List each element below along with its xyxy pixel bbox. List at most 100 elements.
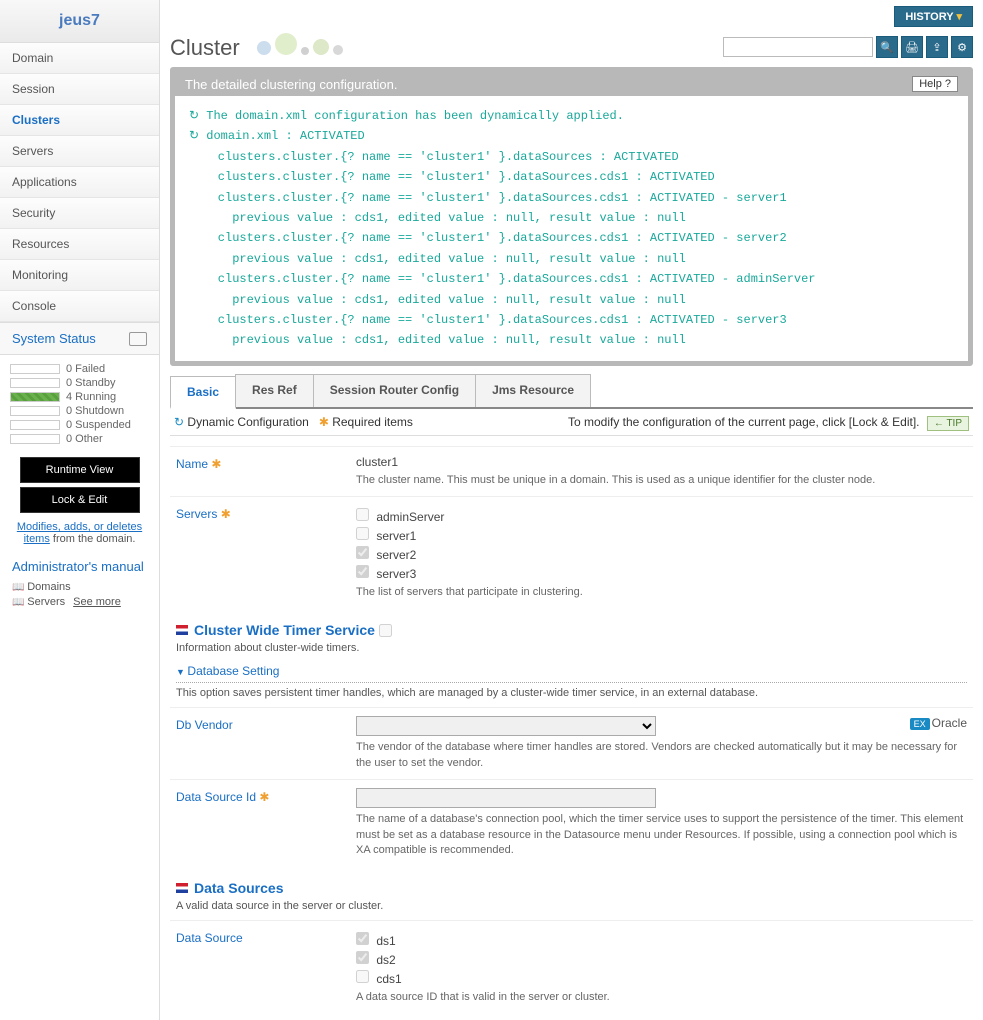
ds-checkbox-cds1[interactable]	[356, 970, 369, 983]
status-running: 4 Running	[10, 391, 149, 403]
config-tip: To modify the configuration of the curre…	[568, 415, 969, 429]
datasources-desc: A valid data source in the server or clu…	[176, 900, 967, 912]
log-box: ↻ The domain.xml configuration has been …	[175, 96, 968, 361]
ds-desc: A data source ID that is valid in the se…	[356, 990, 967, 1005]
monitor-icon[interactable]	[129, 332, 147, 346]
top-bar: HISTORY	[170, 6, 973, 27]
main-content: HISTORY Cluster 🔍 🖨 ⇪ ⚙ The detailed clu…	[160, 0, 983, 1020]
dynamic-label: Dynamic Configuration	[187, 415, 308, 429]
dsid-label: Data Source Id ✱	[176, 788, 356, 858]
nav-clusters[interactable]: Clusters	[0, 105, 159, 136]
tab-jms-resource[interactable]: Jms Resource	[475, 374, 591, 407]
system-status-title: System Status	[12, 331, 96, 346]
timer-section-header: Cluster Wide Timer Service	[176, 622, 967, 638]
dsid-desc: The name of a database's connection pool…	[356, 812, 967, 858]
logo: jeus7	[0, 0, 159, 43]
log-line: ↻ The domain.xml configuration has been …	[189, 106, 954, 126]
log-line: previous value : cds1, edited value : nu…	[189, 290, 954, 310]
manual-item-domains[interactable]: Domains	[12, 581, 147, 593]
tip-badge: ← TIP	[927, 416, 969, 431]
datasources-title: Data Sources	[194, 880, 283, 896]
db-vendor-select[interactable]	[356, 716, 656, 736]
manual-item-servers[interactable]: Servers	[12, 596, 65, 608]
nav-applications[interactable]: Applications	[0, 167, 159, 198]
server-option-server1: server1	[356, 527, 967, 543]
db-vendor-label: Db Vendor	[176, 716, 356, 771]
datasource-label: Data Source	[176, 929, 356, 1005]
log-line: clusters.cluster.{? name == 'cluster1' }…	[189, 228, 954, 248]
sidebar: jeus7 DomainSessionClustersServersApplic…	[0, 0, 160, 1020]
server-checkbox-server3[interactable]	[356, 565, 369, 578]
required-label: Required items	[332, 415, 413, 429]
see-more-link[interactable]: See more	[73, 596, 121, 608]
manual-title: Administrator's manual	[0, 549, 159, 578]
timer-title: Cluster Wide Timer Service	[194, 622, 375, 638]
timer-checkbox[interactable]	[379, 624, 392, 637]
nav-monitoring[interactable]: Monitoring	[0, 260, 159, 291]
help-button[interactable]: Help ?	[912, 76, 958, 92]
ds-option-ds1: ds1	[356, 932, 967, 948]
tab-basic[interactable]: Basic	[170, 376, 236, 409]
export-icon[interactable]: ⇪	[926, 36, 948, 58]
tab-session-router-config[interactable]: Session Router Config	[313, 374, 476, 407]
datasource-options: ds1 ds2 cds1 A data source ID that is val…	[356, 929, 967, 1005]
manual-servers-row: Servers See more	[12, 596, 147, 608]
decorative-circles	[255, 33, 345, 58]
db-setting-header[interactable]: Database Setting	[176, 664, 967, 683]
config-bar: ↻ Dynamic Configuration ✱ Required items…	[170, 409, 973, 436]
server-checkbox-server1[interactable]	[356, 527, 369, 540]
log-line: clusters.cluster.{? name == 'cluster1' }…	[189, 310, 954, 330]
server-option-adminServer: adminServer	[356, 508, 967, 524]
print-icon[interactable]: 🖨	[901, 36, 923, 58]
db-vendor-desc: The vendor of the database where timer h…	[356, 740, 967, 771]
nav-servers[interactable]: Servers	[0, 136, 159, 167]
nav-console[interactable]: Console	[0, 291, 159, 322]
search-row: 🔍 🖨 ⇪ ⚙	[723, 36, 973, 58]
server-checkbox-adminServer[interactable]	[356, 508, 369, 521]
manual-list: Domains Servers See more	[0, 581, 159, 621]
nav-domain[interactable]: Domain	[0, 43, 159, 74]
search-input[interactable]	[723, 37, 873, 57]
server-option-server3: server3	[356, 565, 967, 581]
page-title: Cluster	[170, 35, 240, 60]
tabs: BasicRes RefSession Router ConfigJms Res…	[170, 374, 973, 409]
edit-note-rest: from the domain.	[50, 533, 136, 545]
log-line: clusters.cluster.{? name == 'cluster1' }…	[189, 269, 954, 289]
ds-checkbox-ds1[interactable]	[356, 932, 369, 945]
tab-res-ref[interactable]: Res Ref	[235, 374, 314, 407]
nav-session[interactable]: Session	[0, 74, 159, 105]
edit-note: Modifies, adds, or deletes items from th…	[0, 517, 159, 549]
dsid-input[interactable]	[356, 788, 656, 808]
name-label: Name ✱	[176, 455, 356, 488]
log-line: clusters.cluster.{? name == 'cluster1' }…	[189, 167, 954, 187]
lock-edit-button[interactable]: Lock & Edit	[20, 487, 140, 513]
servers-desc: The list of servers that participate in …	[356, 585, 967, 600]
flag-icon	[176, 625, 188, 635]
settings-icon[interactable]: ⚙	[951, 36, 973, 58]
log-line: clusters.cluster.{? name == 'cluster1' }…	[189, 147, 954, 167]
nav-security[interactable]: Security	[0, 198, 159, 229]
log-line: clusters.cluster.{? name == 'cluster1' }…	[189, 188, 954, 208]
title-group: Cluster	[170, 33, 345, 61]
flag-icon-2	[176, 883, 188, 893]
status-shutdown: 0 Shutdown	[10, 405, 149, 417]
basic-form: Name ✱ cluster1 The cluster name. This m…	[170, 446, 973, 609]
log-line: previous value : cds1, edited value : nu…	[189, 249, 954, 269]
search-icon[interactable]: 🔍	[876, 36, 898, 58]
ds-option-ds2: ds2	[356, 951, 967, 967]
status-other: 0 Other	[10, 433, 149, 445]
runtime-view-button[interactable]: Runtime View	[20, 457, 140, 483]
name-value: cluster1	[356, 455, 967, 469]
tip-text: To modify the configuration of the curre…	[568, 415, 920, 429]
datasources-header: Data Sources	[176, 880, 967, 896]
server-checkbox-server2[interactable]	[356, 546, 369, 559]
history-button[interactable]: HISTORY	[894, 6, 973, 27]
status-failed: 0 Failed	[10, 363, 149, 375]
log-line: previous value : cds1, edited value : nu…	[189, 208, 954, 228]
status-standby: 0 Standby	[10, 377, 149, 389]
ds-option-cds1: cds1	[356, 970, 967, 986]
servers-options: adminServer server1 server2 server3The l…	[356, 505, 967, 600]
ds-checkbox-ds2[interactable]	[356, 951, 369, 964]
nav-resources[interactable]: Resources	[0, 229, 159, 260]
detail-panel: The detailed clustering configuration. H…	[170, 67, 973, 366]
